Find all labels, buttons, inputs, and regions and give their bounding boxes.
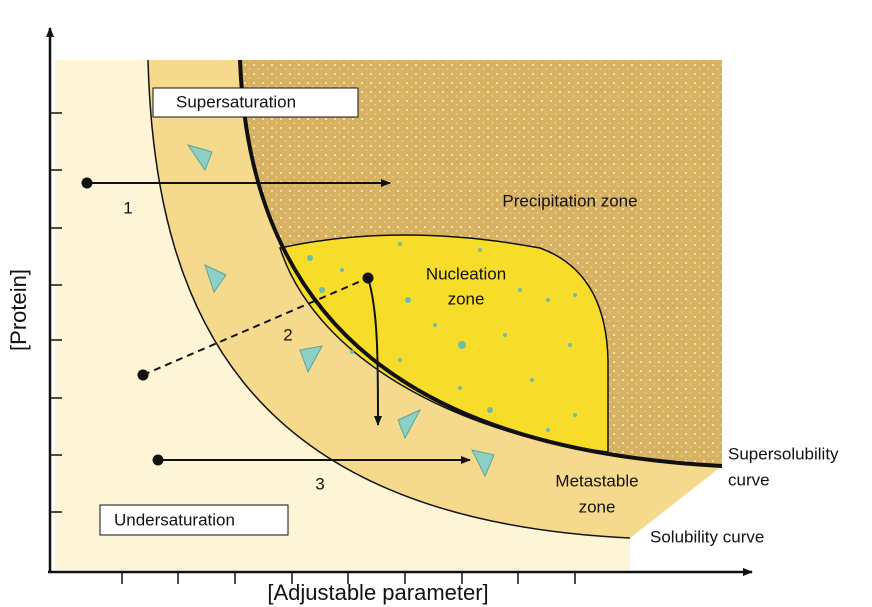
curve-label: curve xyxy=(728,470,770,489)
x-axis-label: [Adjustable parameter] xyxy=(267,580,488,605)
region-label: Nucleation xyxy=(426,264,506,283)
region-label: zone xyxy=(448,289,485,308)
curve-label: Solubility curve xyxy=(650,527,764,546)
diagram: Supersaturation Undersaturation Precipit… xyxy=(0,0,872,607)
region-label: Undersaturation xyxy=(114,510,235,529)
region-label: Metastable xyxy=(555,471,638,490)
path-label: 2 xyxy=(283,325,292,344)
path-label: 3 xyxy=(315,474,324,493)
path-label: 1 xyxy=(123,198,132,217)
y-axis-label: [Protein] xyxy=(6,269,31,351)
region-label: zone xyxy=(579,497,616,516)
region-label: Precipitation zone xyxy=(502,191,637,210)
curve-label: Supersolubility xyxy=(728,444,839,463)
region-label: Supersaturation xyxy=(176,92,296,111)
